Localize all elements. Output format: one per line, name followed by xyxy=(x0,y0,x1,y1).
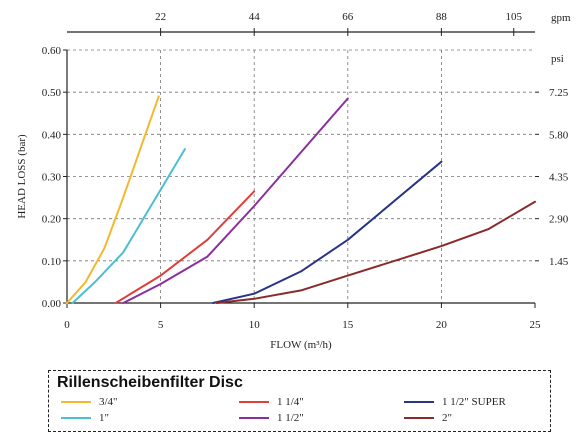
series-line-2 xyxy=(114,190,256,304)
y-tick-label: 0.00 xyxy=(42,298,62,310)
legend: Rillenscheibenfilter Disc 3/4" 1" 1 1/4"… xyxy=(48,370,551,432)
y-tick-label: 0.30 xyxy=(42,172,62,184)
series-line-3 xyxy=(122,97,349,304)
y-tick-label: 0.60 xyxy=(42,45,62,57)
top-tick-label: 22 xyxy=(155,11,166,23)
right-tick-label: 2.90 xyxy=(549,214,569,226)
x-axis-title: FLOW (m³/h) xyxy=(270,339,332,351)
legend-item-1-1-2-super: 1 1/2" SUPER xyxy=(404,395,506,409)
series-layer xyxy=(66,95,536,304)
top-tick-label: 105 xyxy=(505,11,522,23)
y-tick-label: 0.40 xyxy=(42,129,62,141)
top-tick-label: 44 xyxy=(249,11,261,23)
legend-item-2: 2" xyxy=(404,411,452,425)
legend-swatch xyxy=(404,401,434,403)
x-tick-label: 0 xyxy=(64,319,70,331)
axes xyxy=(63,28,539,308)
legend-label: 3/4" xyxy=(99,396,118,408)
x-tick-label: 25 xyxy=(530,319,542,331)
x-tick-label: 20 xyxy=(436,319,448,331)
series-line-1 xyxy=(71,148,186,304)
x-tick-label: 15 xyxy=(342,319,354,331)
series-line-4 xyxy=(212,160,443,304)
grid xyxy=(67,49,535,303)
legend-label: 2" xyxy=(442,412,452,424)
y-axis-title: HEAD LOSS (bar) xyxy=(16,134,28,219)
legend-label: 1 1/2" SUPER xyxy=(442,396,506,408)
legend-swatch xyxy=(61,401,91,403)
legend-label: 1 1/4" xyxy=(277,396,304,408)
right-tick-label: 4.35 xyxy=(549,172,569,184)
legend-label: 1" xyxy=(99,412,109,424)
series-line-0 xyxy=(66,95,160,304)
legend-item-1: 1" xyxy=(61,411,109,425)
series-line-5 xyxy=(215,200,536,304)
chart: 0.00 0.10 0.20 0.30 0.40 0.50 0.60 0 5 10 15 20 25 22… xyxy=(16,11,571,351)
labels: 0.00 0.10 0.20 0.30 0.40 0.50 0.60 0 5 10 15 20 25 22… xyxy=(16,11,571,351)
legend-item-3-4: 3/4" xyxy=(61,395,118,409)
x-tick-label: 10 xyxy=(249,319,261,331)
legend-item-1-1-4: 1 1/4" xyxy=(239,395,304,409)
right-tick-label: 5.80 xyxy=(549,129,569,141)
legend-swatch xyxy=(239,401,269,403)
legend-swatch xyxy=(404,417,434,419)
y-tick-label: 0.10 xyxy=(42,256,62,268)
legend-title: Rillenscheibenfilter Disc xyxy=(57,374,243,391)
psi-unit-label: psi xyxy=(551,53,564,65)
right-tick-label: 7.25 xyxy=(549,87,569,99)
top-tick-label: 88 xyxy=(436,11,448,23)
legend-label: 1 1/2" xyxy=(277,412,304,424)
legend-swatch xyxy=(61,417,91,419)
gpm-unit-label: gpm xyxy=(551,12,571,24)
y-tick-label: 0.50 xyxy=(42,87,62,99)
y-tick-label: 0.20 xyxy=(42,214,62,226)
top-tick-label: 66 xyxy=(342,11,354,23)
x-tick-label: 5 xyxy=(158,319,164,331)
right-tick-label: 1.45 xyxy=(549,256,569,268)
legend-swatch xyxy=(239,417,269,419)
legend-item-1-1-2: 1 1/2" xyxy=(239,411,304,425)
